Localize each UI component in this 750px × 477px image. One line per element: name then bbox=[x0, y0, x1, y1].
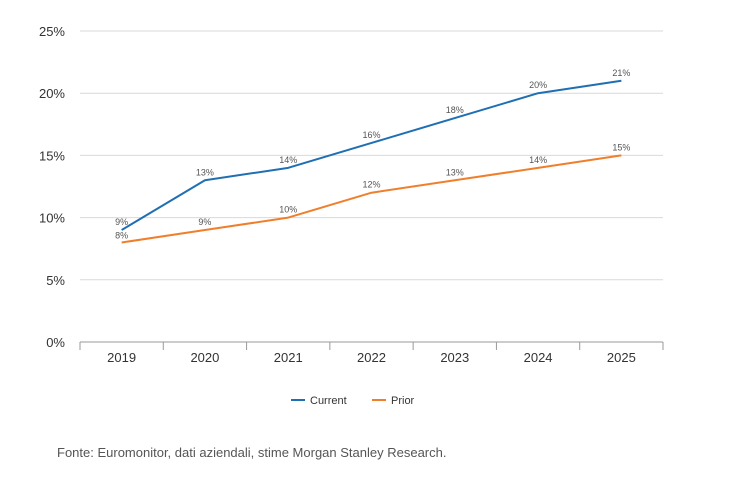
data-label-prior: 14% bbox=[529, 155, 547, 165]
y-axis-ticks: 0% 5% 10% 15% 20% 25% bbox=[39, 24, 65, 350]
x-tick-label: 2022 bbox=[357, 350, 386, 365]
series-line-prior bbox=[121, 154, 622, 244]
legend: Current Prior bbox=[291, 395, 415, 407]
data-label-current: 9% bbox=[115, 217, 128, 227]
y-tick-label: 25% bbox=[39, 24, 65, 39]
data-label-prior: 12% bbox=[362, 180, 380, 190]
y-tick-label: 15% bbox=[39, 148, 65, 163]
data-label-current: 20% bbox=[529, 80, 547, 90]
legend-label-current: Current bbox=[310, 395, 347, 407]
data-label-prior: 8% bbox=[115, 230, 128, 240]
x-axis: 2019 2020 2021 2022 2023 2024 2025 bbox=[79, 341, 664, 365]
x-tick-label: 2020 bbox=[190, 350, 219, 365]
data-label-current: 18% bbox=[446, 105, 464, 115]
data-label-current: 13% bbox=[196, 167, 214, 177]
data-label-current: 16% bbox=[362, 130, 380, 140]
x-tick-label: 2021 bbox=[274, 350, 303, 365]
y-tick-label: 20% bbox=[39, 86, 65, 101]
y-tick-label: 5% bbox=[46, 273, 65, 288]
data-label-current: 14% bbox=[279, 155, 297, 165]
x-tick-label: 2019 bbox=[107, 350, 136, 365]
y-tick-label: 10% bbox=[39, 211, 65, 226]
data-label-prior: 10% bbox=[279, 205, 297, 215]
data-label-prior: 13% bbox=[446, 167, 464, 177]
series-line-current bbox=[121, 79, 622, 231]
data-labels: 9% 13% 14% 16% 18% 20% 21% 8% 9% 10% 12% 13% 14% 15% bbox=[115, 68, 630, 241]
data-label-prior: 15% bbox=[612, 142, 630, 152]
legend-label-prior: Prior bbox=[391, 395, 415, 407]
line-chart: 0% 5% 10% 15% 20% 25% 2019 2020 2021 2022 2023 202… bbox=[39, 24, 664, 407]
series-lines bbox=[121, 79, 622, 244]
data-label-current: 21% bbox=[612, 68, 630, 78]
x-tick-label: 2023 bbox=[440, 350, 469, 365]
gridlines bbox=[80, 30, 663, 281]
x-tick-label: 2024 bbox=[524, 350, 553, 365]
y-tick-label: 0% bbox=[46, 335, 65, 350]
source-note: Fonte: Euromonitor, dati aziendali, stim… bbox=[57, 445, 447, 460]
data-label-prior: 9% bbox=[198, 217, 211, 227]
x-tick-label: 2025 bbox=[607, 350, 636, 365]
